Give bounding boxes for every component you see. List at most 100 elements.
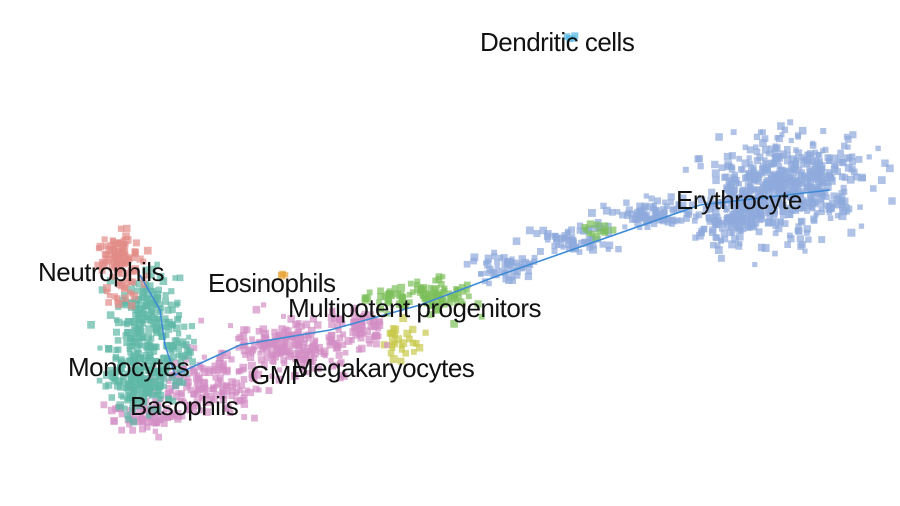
scatter-point bbox=[787, 232, 793, 239]
scatter-point bbox=[153, 399, 160, 407]
scatter-point bbox=[123, 338, 131, 347]
scatter-point bbox=[628, 210, 636, 218]
scatter-point bbox=[553, 232, 559, 239]
scatter-point bbox=[769, 173, 777, 181]
scatter-point bbox=[634, 219, 642, 227]
scatter-point bbox=[145, 366, 152, 373]
scatter-point bbox=[126, 255, 133, 262]
scatter-point bbox=[328, 332, 336, 340]
scatter-point bbox=[561, 235, 568, 242]
scatter-point bbox=[162, 292, 169, 299]
scatter-point bbox=[113, 328, 120, 336]
scatter-point bbox=[398, 346, 405, 353]
scatter-point bbox=[219, 360, 227, 368]
scatter-point bbox=[735, 226, 742, 233]
scatter-point bbox=[576, 227, 583, 234]
scatter-point bbox=[525, 268, 532, 275]
scatter-point bbox=[263, 347, 271, 356]
scatter-point bbox=[766, 213, 773, 220]
scatter-point bbox=[178, 390, 186, 397]
scatter-point bbox=[642, 215, 651, 224]
scatter-point bbox=[233, 397, 239, 404]
scatter-point bbox=[840, 208, 848, 216]
scatter-point bbox=[309, 315, 318, 323]
scatter-point bbox=[834, 202, 840, 209]
scatter-point bbox=[734, 218, 741, 225]
scatter-point bbox=[180, 365, 187, 372]
scatter-point bbox=[108, 406, 116, 415]
scatter-point bbox=[570, 36, 577, 42]
scatter-point bbox=[847, 228, 856, 237]
scatter-point bbox=[282, 326, 290, 333]
scatter-point bbox=[333, 362, 339, 369]
scatter-point bbox=[339, 341, 347, 348]
scatter-point bbox=[123, 241, 129, 247]
scatter-point bbox=[105, 299, 112, 306]
scatter-point bbox=[344, 336, 353, 345]
scatter-point bbox=[838, 173, 846, 180]
scatter-point bbox=[139, 388, 146, 395]
scatter-point bbox=[240, 376, 248, 383]
scatter-point bbox=[121, 247, 129, 254]
scatter-point bbox=[823, 182, 832, 191]
scatter-point bbox=[708, 188, 716, 196]
scatter-point bbox=[384, 342, 390, 348]
scatter-point bbox=[174, 366, 180, 372]
scatter-point bbox=[203, 408, 211, 416]
scatter-point bbox=[582, 227, 589, 233]
scatter-point bbox=[625, 206, 633, 214]
scatter-point bbox=[749, 221, 757, 228]
scatter-point bbox=[409, 339, 417, 347]
scatter-point bbox=[730, 230, 736, 236]
scatter-point bbox=[705, 214, 712, 221]
scatter-point bbox=[150, 348, 158, 355]
scatter-point bbox=[817, 177, 825, 185]
scatter-point bbox=[406, 291, 413, 298]
scatter-point bbox=[127, 375, 134, 382]
scatter-point bbox=[717, 254, 725, 262]
scatter-point bbox=[730, 129, 737, 136]
scatter-point bbox=[114, 300, 123, 308]
scatter-point bbox=[747, 184, 755, 192]
scatter-point bbox=[115, 377, 124, 386]
scatter-point bbox=[185, 375, 191, 381]
scatter-point bbox=[155, 388, 162, 395]
scatter-point bbox=[287, 315, 296, 323]
scatter-point bbox=[888, 197, 896, 205]
scatter-point bbox=[775, 194, 782, 201]
scatter-point bbox=[269, 373, 275, 379]
scatter-point bbox=[586, 220, 594, 228]
scatter-point bbox=[267, 349, 276, 358]
scatter-point bbox=[669, 221, 675, 227]
scatter-point bbox=[514, 272, 521, 279]
scatter-point bbox=[285, 346, 292, 353]
scatter-point bbox=[123, 280, 131, 287]
scatter-point bbox=[654, 197, 661, 205]
cluster-7-points bbox=[277, 270, 289, 280]
scatter-point bbox=[254, 370, 263, 379]
scatter-point bbox=[322, 353, 328, 359]
scatter-point bbox=[144, 296, 152, 303]
scatter-point bbox=[710, 242, 717, 249]
scatter-point bbox=[349, 328, 358, 336]
scatter-point bbox=[170, 353, 177, 361]
scatter-point bbox=[770, 215, 778, 223]
scatter-point bbox=[141, 395, 148, 401]
scatter-point bbox=[119, 300, 126, 307]
scatter-point bbox=[132, 333, 141, 342]
scatter-point bbox=[494, 265, 500, 271]
scatter-point bbox=[124, 370, 131, 378]
scatter-point bbox=[116, 365, 124, 373]
scatter-point bbox=[280, 348, 287, 355]
scatter-point bbox=[358, 326, 365, 333]
scatter-point bbox=[772, 230, 779, 237]
scatter-point bbox=[229, 387, 236, 395]
scatter-point bbox=[824, 194, 830, 201]
scatter-point bbox=[165, 415, 172, 421]
scatter-point bbox=[117, 356, 125, 364]
scatter-point bbox=[775, 158, 781, 164]
scatter-point bbox=[131, 249, 139, 257]
scatter-point bbox=[734, 194, 743, 202]
scatter-point bbox=[176, 274, 184, 282]
scatter-point bbox=[137, 394, 144, 401]
